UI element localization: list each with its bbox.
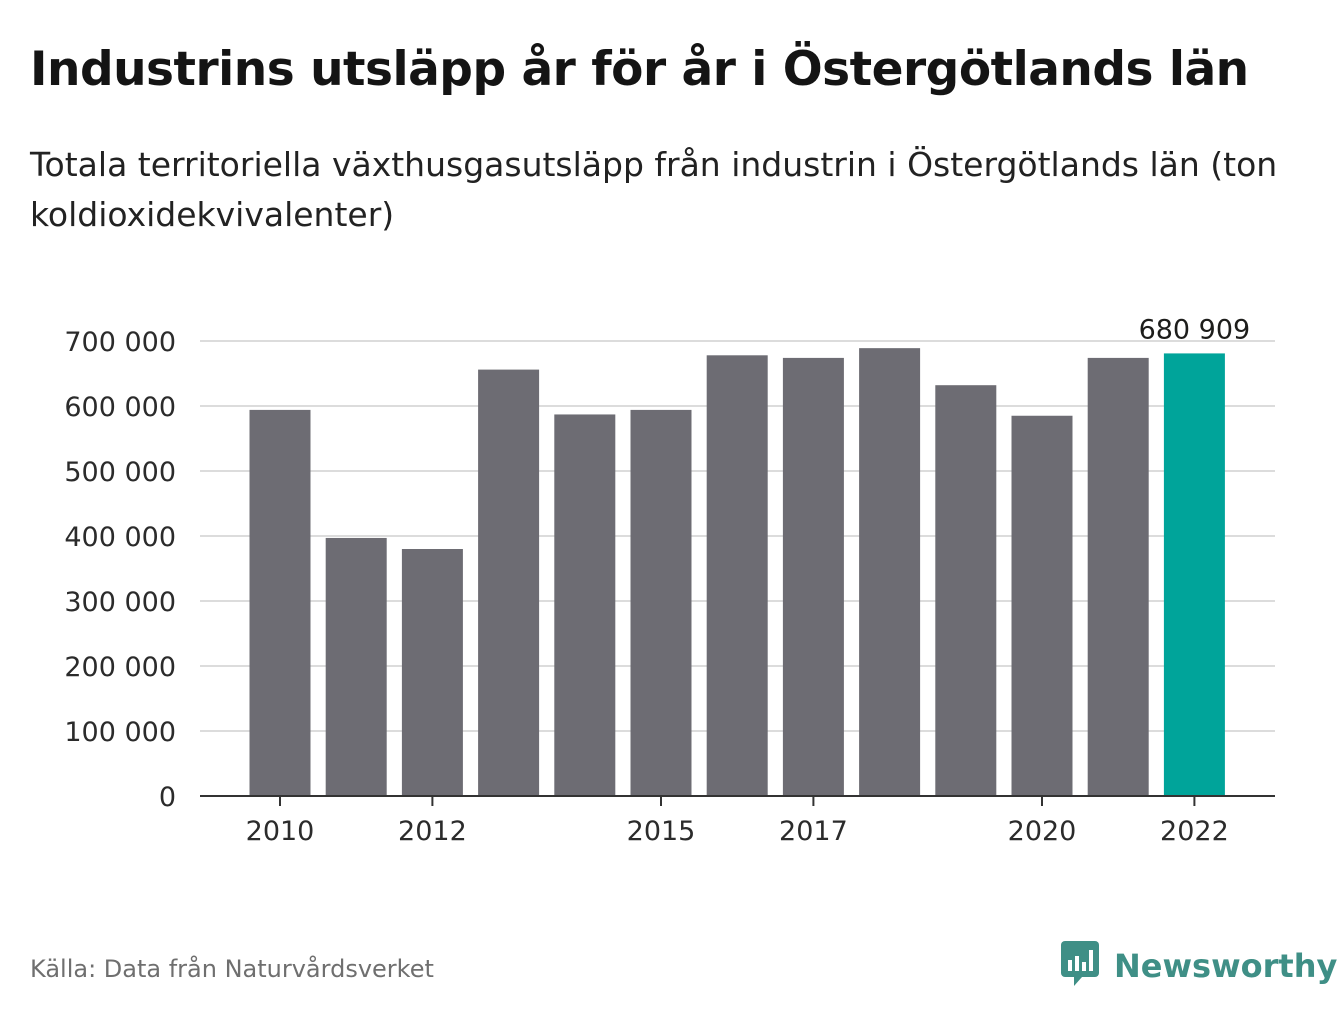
y-tick-label: 600 000: [64, 392, 176, 423]
x-tick-label: 2012: [398, 816, 467, 847]
bars: [249, 348, 1225, 796]
bar-2021: [1087, 357, 1149, 796]
bar-2010: [249, 409, 311, 796]
bar-chart: 0 100 000 200 000 300 000 400 000 500 000 600 …: [64, 314, 1275, 847]
brand-name: Newsworthy: [1114, 947, 1338, 985]
newsworthy-logo-icon: [1060, 940, 1100, 992]
bar-2019: [935, 385, 997, 796]
x-tick-label: 2022: [1160, 816, 1229, 847]
x-axis-ticks: 2010 2012 2015 2017 2020 2022: [246, 796, 1229, 847]
bar-2018: [859, 348, 921, 796]
highlight-value-label: 680 909: [1139, 314, 1251, 345]
bar-2020: [1011, 415, 1073, 796]
brand: Newsworthy: [1060, 940, 1337, 992]
y-tick-label: 200 000: [64, 652, 176, 683]
x-tick-label: 2020: [1008, 816, 1077, 847]
y-tick-label: 500 000: [64, 457, 176, 488]
bar-2011: [325, 537, 387, 796]
y-tick-label: 100 000: [64, 717, 176, 748]
data-labels: 680 909: [1139, 314, 1251, 345]
source-note: Källa: Data från Naturvårdsverket: [30, 955, 434, 983]
x-tick-label: 2015: [627, 816, 696, 847]
chart-subtitle: Totala territoriella växthusgasutsläpp f…: [30, 145, 1278, 234]
bar-2015: [630, 409, 692, 796]
bar-2014: [554, 414, 616, 796]
bar-2012: [401, 549, 463, 796]
bar-2017: [782, 357, 844, 796]
bar-2013: [478, 369, 540, 796]
bar-2016: [706, 355, 768, 796]
y-tick-label: 400 000: [64, 522, 176, 553]
x-tick-label: 2010: [246, 816, 315, 847]
y-axis-ticks: 0 100 000 200 000 300 000 400 000 500 000 600 …: [64, 327, 176, 813]
y-tick-label: 0: [159, 782, 176, 813]
x-tick-label: 2017: [779, 816, 848, 847]
chart-title: Industrins utsläpp år för år i Östergötl…: [30, 42, 1249, 97]
y-tick-label: 300 000: [64, 587, 176, 618]
bar-2022: [1163, 353, 1225, 796]
y-tick-label: 700 000: [64, 327, 176, 358]
